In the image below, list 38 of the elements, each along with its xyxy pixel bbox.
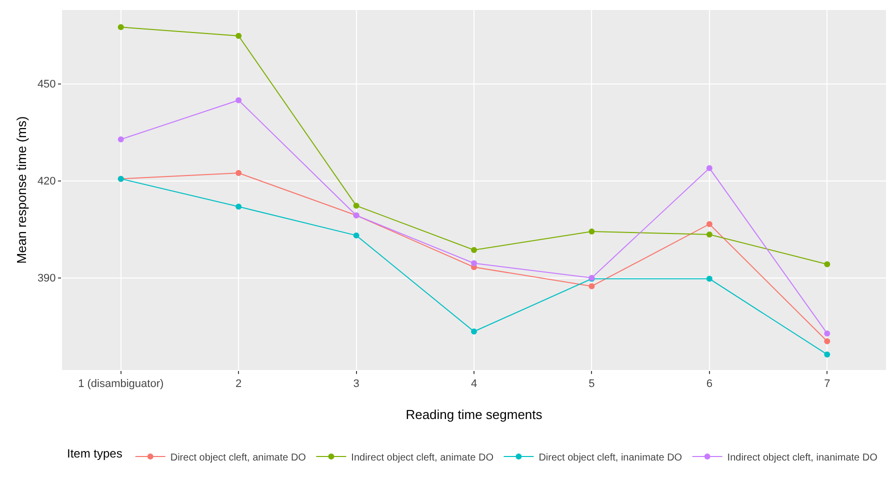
point	[471, 260, 477, 266]
point	[353, 202, 360, 209]
point	[706, 231, 712, 238]
point	[824, 261, 830, 268]
point	[824, 330, 830, 336]
y-tick-label: 450	[37, 78, 56, 91]
legend-label: Indirect object cleft, animate DO	[351, 452, 494, 464]
point	[471, 247, 477, 253]
x-tick-label: 5	[588, 378, 595, 390]
point	[118, 24, 124, 30]
y-axis-title: Mean response time (ms)	[14, 116, 29, 264]
point	[236, 97, 242, 104]
point	[824, 338, 830, 344]
point	[706, 221, 712, 228]
point	[118, 136, 124, 142]
x-tick-label: 1 (disambiguator)	[78, 378, 164, 390]
point	[236, 32, 242, 39]
point	[588, 283, 595, 290]
x-tick-label: 2	[236, 378, 242, 390]
point	[588, 228, 595, 235]
point	[236, 204, 242, 210]
point	[471, 328, 477, 335]
x-axis-title: Reading time segments	[406, 407, 543, 422]
y-tick-label: 390	[37, 272, 56, 285]
x-tick-label: 7	[824, 378, 830, 390]
x-tick-label: 4	[470, 378, 478, 390]
point	[824, 351, 830, 358]
x-tick-label: 3	[353, 378, 360, 390]
point	[706, 165, 712, 172]
legend-title: Item types	[67, 446, 122, 461]
point	[353, 232, 360, 238]
legend-label: Direct object cleft, animate DO	[170, 452, 306, 464]
point	[706, 276, 712, 282]
legend-label: Indirect object cleft, inanimate DO	[727, 452, 878, 464]
legend-label: Direct object cleft, inanimate DO	[538, 452, 682, 464]
point	[236, 170, 242, 176]
y-tick-label: 420	[37, 176, 56, 188]
x-tick-label: 6	[706, 378, 712, 390]
